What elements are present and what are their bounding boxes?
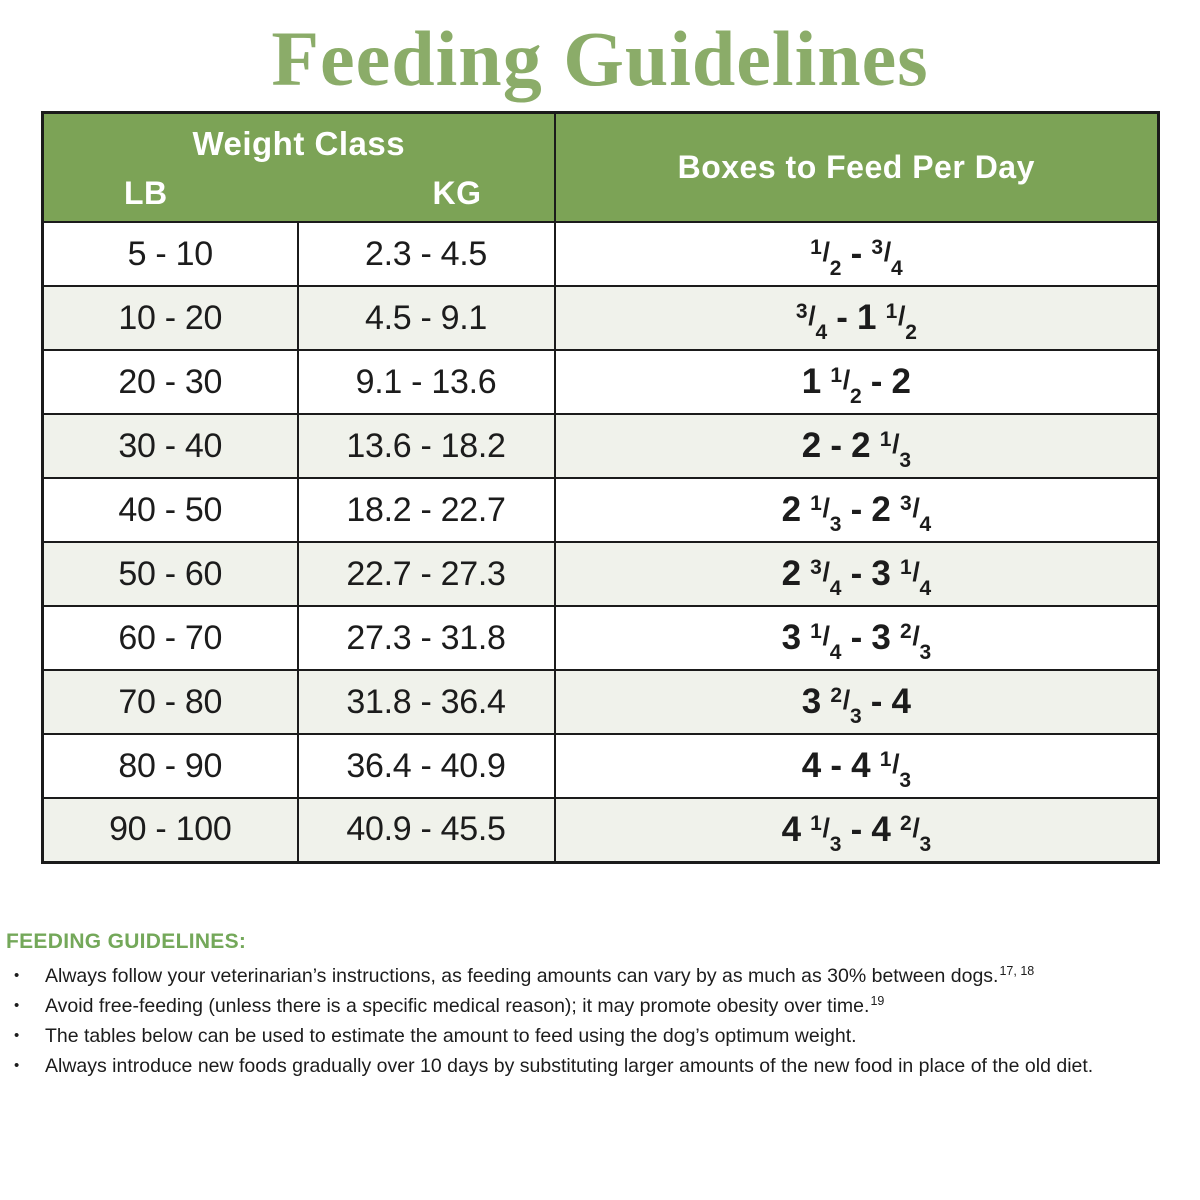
table-row: 70 - 80 31.8 - 36.4 3 2/3 - 4 (41, 669, 1160, 736)
page-title: Feeding Guidelines (271, 15, 929, 102)
table-row: 40 - 50 18.2 - 22.7 2 1/3 - 2 3/4 (41, 477, 1160, 544)
bullet-icon: • (14, 966, 20, 984)
note-text: Always introduce new foods gradually ove… (45, 1054, 1094, 1077)
kg-value: 2.3 - 4.5 (296, 221, 556, 288)
unit-labels: LB KG (44, 175, 554, 212)
list-item: • The tables below can be used to estimat… (6, 1022, 1190, 1052)
feeding-guidelines-table: Weight Class LB KG Boxes to Feed Per Day… (41, 110, 1160, 864)
kg-column-label: KG (432, 174, 482, 211)
kg-value: 31.8 - 36.4 (296, 669, 556, 736)
lb-column-label: LB (124, 174, 168, 211)
note-text: Always follow your veterinarian’s instru… (45, 964, 999, 987)
bullet-icon: • (14, 996, 20, 1014)
table-row: 90 - 100 40.9 - 45.5 4 1/3 - 4 2/3 (41, 797, 1160, 864)
boxes-value: 3/4 - 1 1/2 (553, 285, 1160, 352)
lb-value: 5 - 10 (41, 221, 299, 288)
lb-value: 80 - 90 (41, 733, 299, 800)
boxes-value: 1 1/2 - 2 (553, 349, 1160, 416)
kg-value: 4.5 - 9.1 (296, 285, 556, 352)
feeding-notes-section: FEEDING GUIDELINES: • Always follow your … (6, 930, 1190, 1082)
list-item: • Always introduce new foods gradually ov… (6, 1052, 1190, 1082)
lb-value: 30 - 40 (41, 413, 299, 480)
table-row: 10 - 20 4.5 - 9.1 3/4 - 1 1/2 (41, 285, 1160, 352)
boxes-value: 2 - 2 1/3 (553, 413, 1160, 480)
boxes-header-cell: Boxes to Feed Per Day (553, 111, 1160, 224)
table-row: 20 - 30 9.1 - 13.6 1 1/2 - 2 (41, 349, 1160, 416)
table-header-row: Weight Class LB KG Boxes to Feed Per Day (41, 111, 1160, 224)
weight-class-label: Weight Class (192, 124, 406, 162)
list-item: • Avoid free-feeding (unless there is a s… (6, 992, 1190, 1022)
kg-value: 9.1 - 13.6 (296, 349, 556, 416)
table-row: 30 - 40 13.6 - 18.2 2 - 2 1/3 (41, 413, 1160, 480)
table-row: 80 - 90 36.4 - 40.9 4 - 4 1/3 (41, 733, 1160, 800)
kg-value: 18.2 - 22.7 (296, 477, 556, 544)
lb-value: 10 - 20 (41, 285, 299, 352)
table-row: 60 - 70 27.3 - 31.8 3 1/4 - 3 2/3 (41, 605, 1160, 672)
table-row: 50 - 60 22.7 - 27.3 2 3/4 - 3 1/4 (41, 541, 1160, 608)
table-row: 5 - 10 2.3 - 4.5 1/2 - 3/4 (41, 221, 1160, 288)
weight-class-header-cell: Weight Class LB KG (41, 111, 556, 224)
note-text: Avoid free-feeding (unless there is a sp… (45, 994, 870, 1017)
boxes-value: 3 2/3 - 4 (553, 669, 1160, 736)
bullet-icon: • (14, 1026, 20, 1044)
kg-value: 13.6 - 18.2 (296, 413, 556, 480)
bullet-icon: • (14, 1056, 20, 1074)
boxes-value: 2 1/3 - 2 3/4 (553, 477, 1160, 544)
note-text: The tables below can be used to estimate… (45, 1024, 857, 1047)
boxes-per-day-label: Boxes to Feed Per Day (677, 148, 1035, 185)
notes-heading: FEEDING GUIDELINES: (6, 929, 247, 953)
lb-value: 70 - 80 (41, 669, 299, 736)
lb-value: 90 - 100 (41, 797, 299, 864)
lb-value: 40 - 50 (41, 477, 299, 544)
kg-value: 40.9 - 45.5 (296, 797, 556, 864)
boxes-value: 4 - 4 1/3 (553, 733, 1160, 800)
kg-value: 22.7 - 27.3 (296, 541, 556, 608)
boxes-value: 2 3/4 - 3 1/4 (553, 541, 1160, 608)
kg-value: 36.4 - 40.9 (296, 733, 556, 800)
kg-value: 27.3 - 31.8 (296, 605, 556, 672)
boxes-value: 1/2 - 3/4 (553, 221, 1160, 288)
list-item: • Always follow your veterinarian’s instr… (6, 962, 1190, 992)
boxes-value: 3 1/4 - 3 2/3 (553, 605, 1160, 672)
lb-value: 50 - 60 (41, 541, 299, 608)
lb-value: 60 - 70 (41, 605, 299, 672)
footnote-ref: 17, 18 (999, 963, 1035, 978)
lb-value: 20 - 30 (41, 349, 299, 416)
footnote-ref: 19 (870, 993, 885, 1008)
boxes-value: 4 1/3 - 4 2/3 (553, 797, 1160, 864)
